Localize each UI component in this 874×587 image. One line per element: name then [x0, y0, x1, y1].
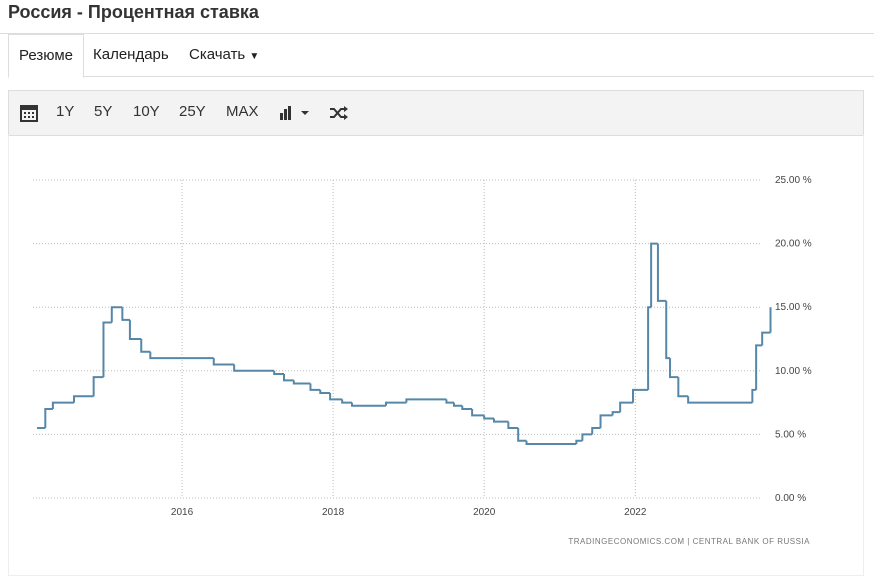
step-segment — [471, 408, 485, 417]
step-segment — [445, 399, 454, 404]
x-tick-label: 2016 — [171, 507, 194, 518]
tab[interactable]: Резюме — [8, 34, 84, 78]
step-segment — [212, 358, 235, 366]
step-segment — [341, 399, 352, 404]
step-segment — [128, 319, 142, 340]
step-segment — [452, 402, 463, 407]
step-segment — [44, 407, 53, 429]
step-segment — [525, 440, 577, 445]
step-segment — [761, 331, 771, 346]
chart-type-icon[interactable] — [279, 105, 313, 121]
step-segment — [329, 393, 343, 401]
step-segment — [110, 306, 123, 323]
step-segment — [292, 380, 311, 385]
step-segment — [73, 395, 94, 403]
range-button[interactable]: 10Y — [133, 103, 160, 120]
step-segment — [493, 418, 509, 423]
page-title: Россия - Процентная ставка — [8, 2, 259, 22]
step-segment — [351, 402, 386, 407]
range-button[interactable]: 5Y — [94, 103, 113, 120]
step-segment — [581, 433, 593, 441]
toolbar: 1Y 5Y 10Y 25Y MAX — [8, 90, 864, 136]
tab[interactable]: Скачать ▼ — [189, 46, 260, 63]
step-segment — [319, 389, 331, 395]
x-tick-label: 2020 — [473, 507, 496, 518]
step-segment — [461, 405, 473, 410]
step-segment — [619, 401, 634, 413]
step-segment — [755, 344, 763, 390]
chart-container — [8, 135, 864, 576]
step-segment — [575, 439, 583, 444]
range-button[interactable]: MAX — [226, 103, 259, 120]
y-tick-label: 5.00 % — [775, 429, 806, 440]
source-note: TRADINGECONOMICS.COM | CENTRAL BANK OF R… — [568, 537, 810, 546]
divider — [0, 33, 874, 34]
step-segment — [309, 383, 321, 391]
step-segment — [92, 376, 104, 397]
y-tick-label: 20.00 % — [775, 239, 812, 250]
step-segment — [149, 351, 214, 360]
step-segment — [483, 415, 495, 420]
step-segment — [677, 377, 689, 398]
step-segment — [591, 427, 601, 435]
step-segment — [665, 300, 671, 360]
y-tick-label: 0.00 % — [775, 493, 806, 504]
range-button[interactable]: 1Y — [56, 103, 75, 120]
step-segment — [121, 307, 130, 321]
y-tick-label: 15.00 % — [775, 302, 812, 313]
step-segment — [102, 321, 112, 378]
range-button[interactable]: 25Y — [179, 103, 206, 120]
step-segment — [405, 398, 447, 403]
calendar-icon[interactable] — [20, 104, 38, 122]
step-segment — [384, 401, 407, 406]
x-tick-label: 2022 — [624, 507, 647, 518]
tab[interactable]: Календарь — [93, 46, 169, 63]
step-segment — [647, 306, 652, 390]
step-segment — [507, 421, 519, 430]
step-segment — [650, 242, 658, 308]
step-segment — [669, 358, 679, 379]
step-segment — [273, 370, 285, 375]
step-segment — [517, 428, 527, 442]
step-segment — [751, 388, 757, 403]
step-segment — [599, 414, 613, 429]
step-segment — [233, 364, 275, 372]
tab-label: Скачать — [189, 46, 246, 63]
shuffle-icon[interactable] — [329, 105, 349, 121]
y-tick-label: 25.00 % — [775, 175, 812, 186]
y-tick-label: 10.00 % — [775, 366, 812, 377]
step-segment — [687, 396, 753, 404]
step-segment — [632, 388, 649, 403]
x-tick-label: 2018 — [322, 507, 345, 518]
step-segment — [611, 411, 621, 416]
step-segment — [283, 373, 294, 382]
step-segment — [656, 243, 667, 302]
step-segment — [140, 339, 151, 353]
tab-bar: Резюме Календарь Скачать ▼ — [8, 34, 874, 78]
step-segment — [51, 401, 75, 409]
